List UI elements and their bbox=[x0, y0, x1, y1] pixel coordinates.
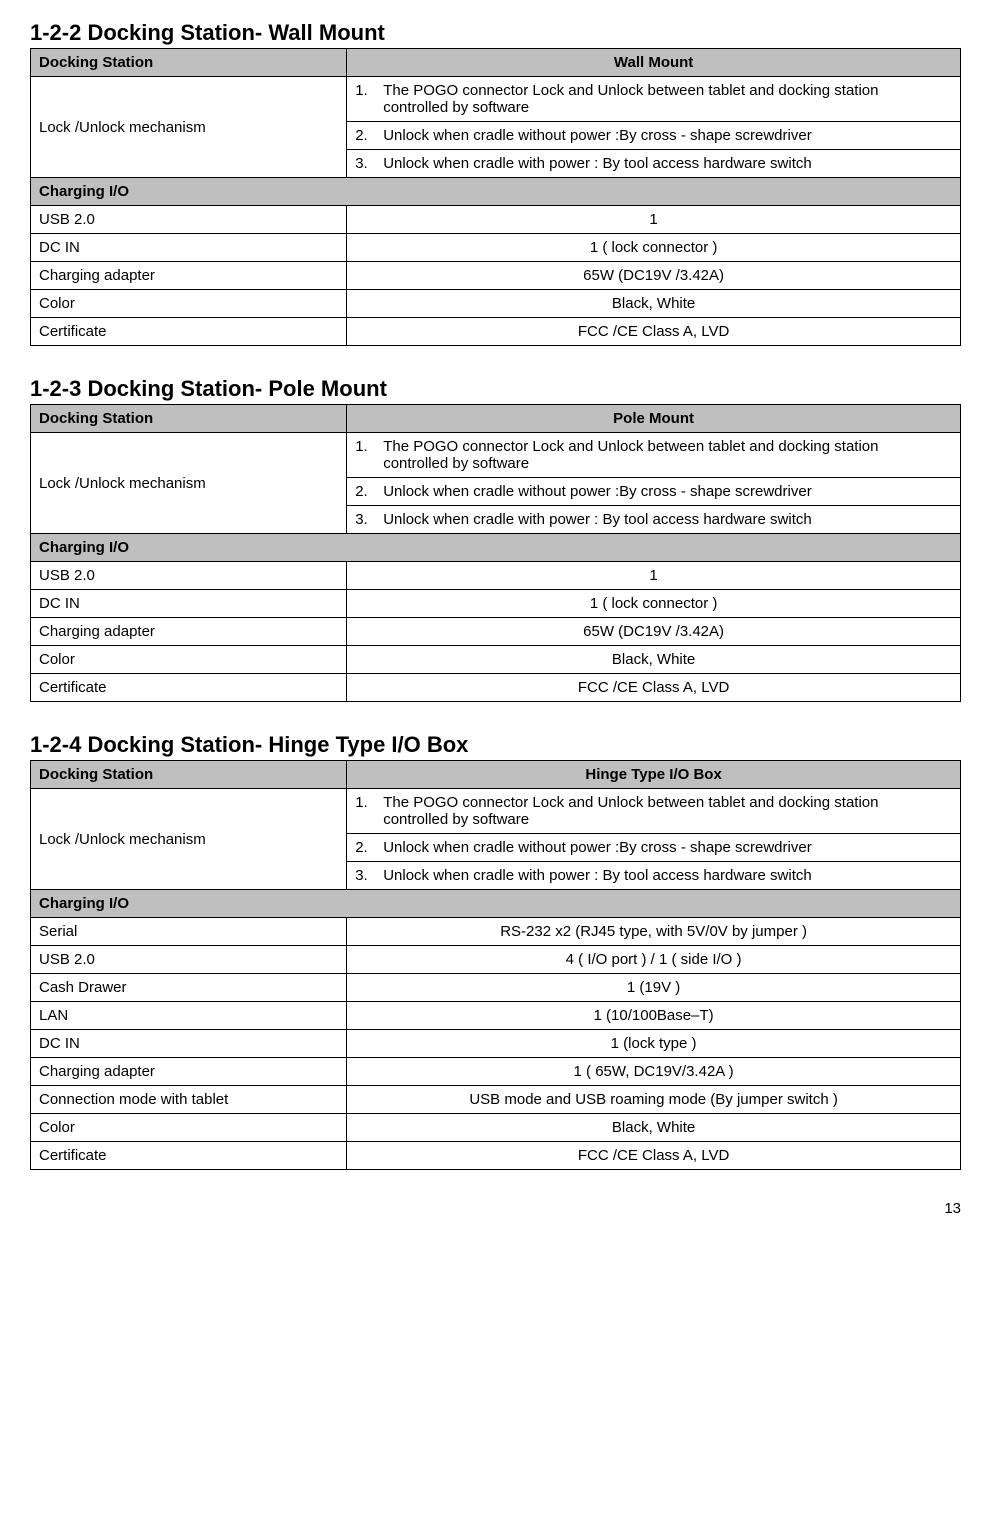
table-header-right: Pole Mount bbox=[347, 405, 961, 433]
spec-value: 1 ( 65W, DC19V/3.42A ) bbox=[347, 1058, 961, 1086]
list-text: Unlock when cradle with power : By tool … bbox=[383, 867, 944, 884]
table-header-right: Hinge Type I/O Box bbox=[347, 761, 961, 789]
spec-value: 4 ( I/O port ) / 1 ( side I/O ) bbox=[347, 946, 961, 974]
charging-io-header: Charging I/O bbox=[31, 534, 961, 562]
list-number: 3. bbox=[355, 155, 383, 172]
spec-value: 1 bbox=[347, 206, 961, 234]
spec-table: Docking StationHinge Type I/O BoxLock /U… bbox=[30, 760, 961, 1170]
spec-value: 65W (DC19V /3.42A) bbox=[347, 618, 961, 646]
spec-value: FCC /CE Class A, LVD bbox=[347, 318, 961, 346]
list-text: Unlock when cradle with power : By tool … bbox=[383, 155, 944, 172]
spec-value: 1 (lock type ) bbox=[347, 1030, 961, 1058]
spec-value: 65W (DC19V /3.42A) bbox=[347, 262, 961, 290]
page-number: 13 bbox=[30, 1200, 961, 1217]
lock-unlock-label: Lock /Unlock mechanism bbox=[31, 433, 347, 534]
list-number: 1. bbox=[355, 82, 383, 99]
lock-unlock-item: 3.Unlock when cradle with power : By too… bbox=[347, 862, 961, 890]
list-text: Unlock when cradle without power :By cro… bbox=[383, 839, 944, 856]
spec-value: 1 ( lock connector ) bbox=[347, 590, 961, 618]
list-text: Unlock when cradle without power :By cro… bbox=[383, 483, 944, 500]
spec-label: LAN bbox=[31, 1002, 347, 1030]
spec-value: Black, White bbox=[347, 1114, 961, 1142]
spec-value: USB mode and USB roaming mode (By jumper… bbox=[347, 1086, 961, 1114]
list-text: The POGO connector Lock and Unlock betwe… bbox=[383, 82, 944, 116]
list-text: Unlock when cradle with power : By tool … bbox=[383, 511, 944, 528]
list-text: The POGO connector Lock and Unlock betwe… bbox=[383, 438, 944, 472]
section-heading: 1-2-3 Docking Station- Pole Mount bbox=[30, 376, 961, 402]
lock-unlock-item: 1.The POGO connector Lock and Unlock bet… bbox=[347, 789, 961, 834]
lock-unlock-item: 2.Unlock when cradle without power :By c… bbox=[347, 122, 961, 150]
list-number: 2. bbox=[355, 127, 383, 144]
spec-label: DC IN bbox=[31, 590, 347, 618]
lock-unlock-label: Lock /Unlock mechanism bbox=[31, 789, 347, 890]
spec-table: Docking StationWall MountLock /Unlock me… bbox=[30, 48, 961, 346]
list-number: 3. bbox=[355, 867, 383, 884]
spec-label: Certificate bbox=[31, 318, 347, 346]
table-header-left: Docking Station bbox=[31, 761, 347, 789]
spec-value: Black, White bbox=[347, 646, 961, 674]
spec-label: Color bbox=[31, 1114, 347, 1142]
lock-unlock-item: 2.Unlock when cradle without power :By c… bbox=[347, 834, 961, 862]
spec-label: USB 2.0 bbox=[31, 562, 347, 590]
spec-value: Black, White bbox=[347, 290, 961, 318]
section-heading: 1-2-4 Docking Station- Hinge Type I/O Bo… bbox=[30, 732, 961, 758]
lock-unlock-item: 1.The POGO connector Lock and Unlock bet… bbox=[347, 77, 961, 122]
list-text: Unlock when cradle without power :By cro… bbox=[383, 127, 944, 144]
section-heading: 1-2-2 Docking Station- Wall Mount bbox=[30, 20, 961, 46]
list-number: 2. bbox=[355, 839, 383, 856]
list-number: 2. bbox=[355, 483, 383, 500]
lock-unlock-item: 2.Unlock when cradle without power :By c… bbox=[347, 478, 961, 506]
charging-io-header: Charging I/O bbox=[31, 890, 961, 918]
spec-label: Charging adapter bbox=[31, 618, 347, 646]
list-number: 3. bbox=[355, 511, 383, 528]
lock-unlock-item: 3.Unlock when cradle with power : By too… bbox=[347, 506, 961, 534]
spec-label: DC IN bbox=[31, 1030, 347, 1058]
spec-label: Serial bbox=[31, 918, 347, 946]
list-number: 1. bbox=[355, 438, 383, 455]
spec-label: USB 2.0 bbox=[31, 946, 347, 974]
spec-value: RS-232 x2 (RJ45 type, with 5V/0V by jump… bbox=[347, 918, 961, 946]
lock-unlock-item: 3.Unlock when cradle with power : By too… bbox=[347, 150, 961, 178]
list-text: The POGO connector Lock and Unlock betwe… bbox=[383, 794, 944, 828]
spec-table: Docking StationPole MountLock /Unlock me… bbox=[30, 404, 961, 702]
spec-value: FCC /CE Class A, LVD bbox=[347, 1142, 961, 1170]
list-number: 1. bbox=[355, 794, 383, 811]
spec-value: 1 ( lock connector ) bbox=[347, 234, 961, 262]
spec-label: Connection mode with tablet bbox=[31, 1086, 347, 1114]
spec-value: 1 (10/100Base–T) bbox=[347, 1002, 961, 1030]
spec-label: Charging adapter bbox=[31, 1058, 347, 1086]
spec-label: Color bbox=[31, 290, 347, 318]
table-header-left: Docking Station bbox=[31, 405, 347, 433]
spec-value: 1 bbox=[347, 562, 961, 590]
table-header-left: Docking Station bbox=[31, 49, 347, 77]
spec-label: Charging adapter bbox=[31, 262, 347, 290]
lock-unlock-label: Lock /Unlock mechanism bbox=[31, 77, 347, 178]
spec-value: 1 (19V ) bbox=[347, 974, 961, 1002]
spec-label: Cash Drawer bbox=[31, 974, 347, 1002]
spec-label: DC IN bbox=[31, 234, 347, 262]
spec-label: Certificate bbox=[31, 674, 347, 702]
table-header-right: Wall Mount bbox=[347, 49, 961, 77]
lock-unlock-item: 1.The POGO connector Lock and Unlock bet… bbox=[347, 433, 961, 478]
charging-io-header: Charging I/O bbox=[31, 178, 961, 206]
spec-label: Color bbox=[31, 646, 347, 674]
spec-value: FCC /CE Class A, LVD bbox=[347, 674, 961, 702]
spec-label: USB 2.0 bbox=[31, 206, 347, 234]
spec-label: Certificate bbox=[31, 1142, 347, 1170]
